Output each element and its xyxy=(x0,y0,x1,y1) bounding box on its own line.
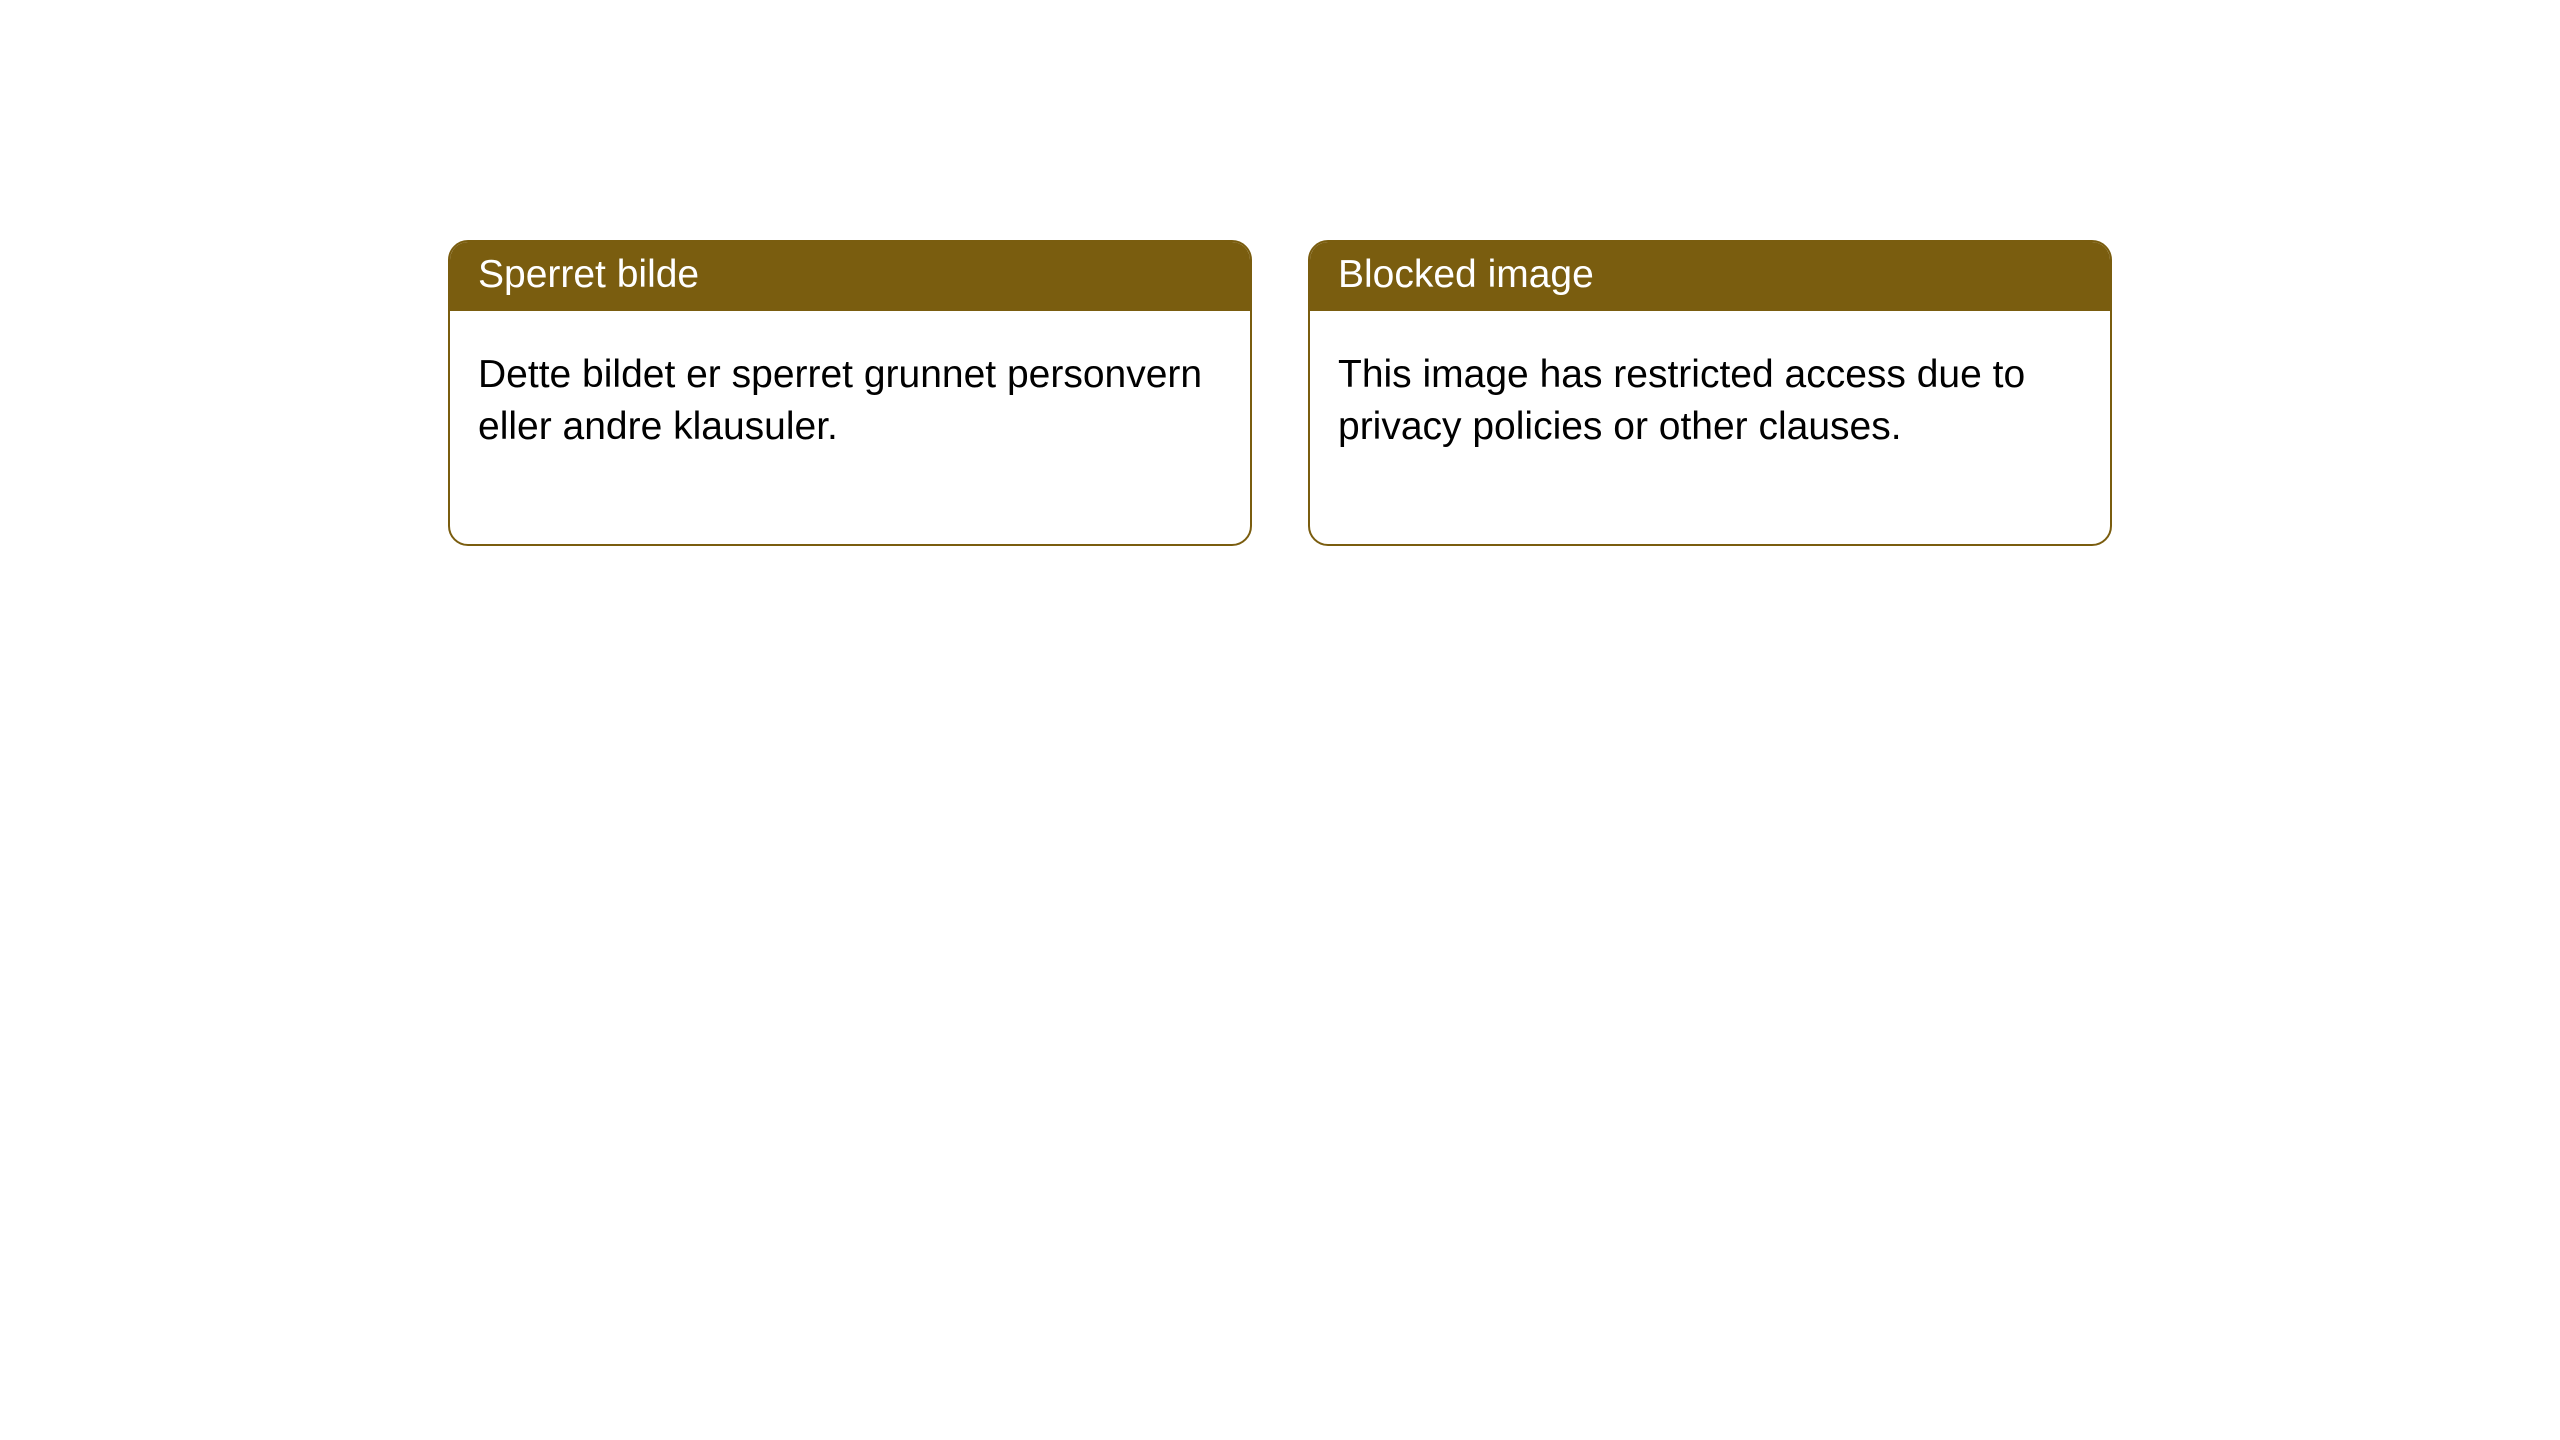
notice-card-english: Blocked image This image has restricted … xyxy=(1308,240,2112,546)
card-body: Dette bildet er sperret grunnet personve… xyxy=(450,311,1250,544)
card-header: Blocked image xyxy=(1310,242,2110,311)
card-header: Sperret bilde xyxy=(450,242,1250,311)
card-body-text: Dette bildet er sperret grunnet personve… xyxy=(478,353,1202,449)
card-title: Blocked image xyxy=(1338,253,1594,296)
notice-cards-container: Sperret bilde Dette bildet er sperret gr… xyxy=(448,240,2560,546)
card-body: This image has restricted access due to … xyxy=(1310,311,2110,544)
notice-card-norwegian: Sperret bilde Dette bildet er sperret gr… xyxy=(448,240,1252,546)
card-title: Sperret bilde xyxy=(478,253,699,296)
card-body-text: This image has restricted access due to … xyxy=(1338,353,2025,449)
